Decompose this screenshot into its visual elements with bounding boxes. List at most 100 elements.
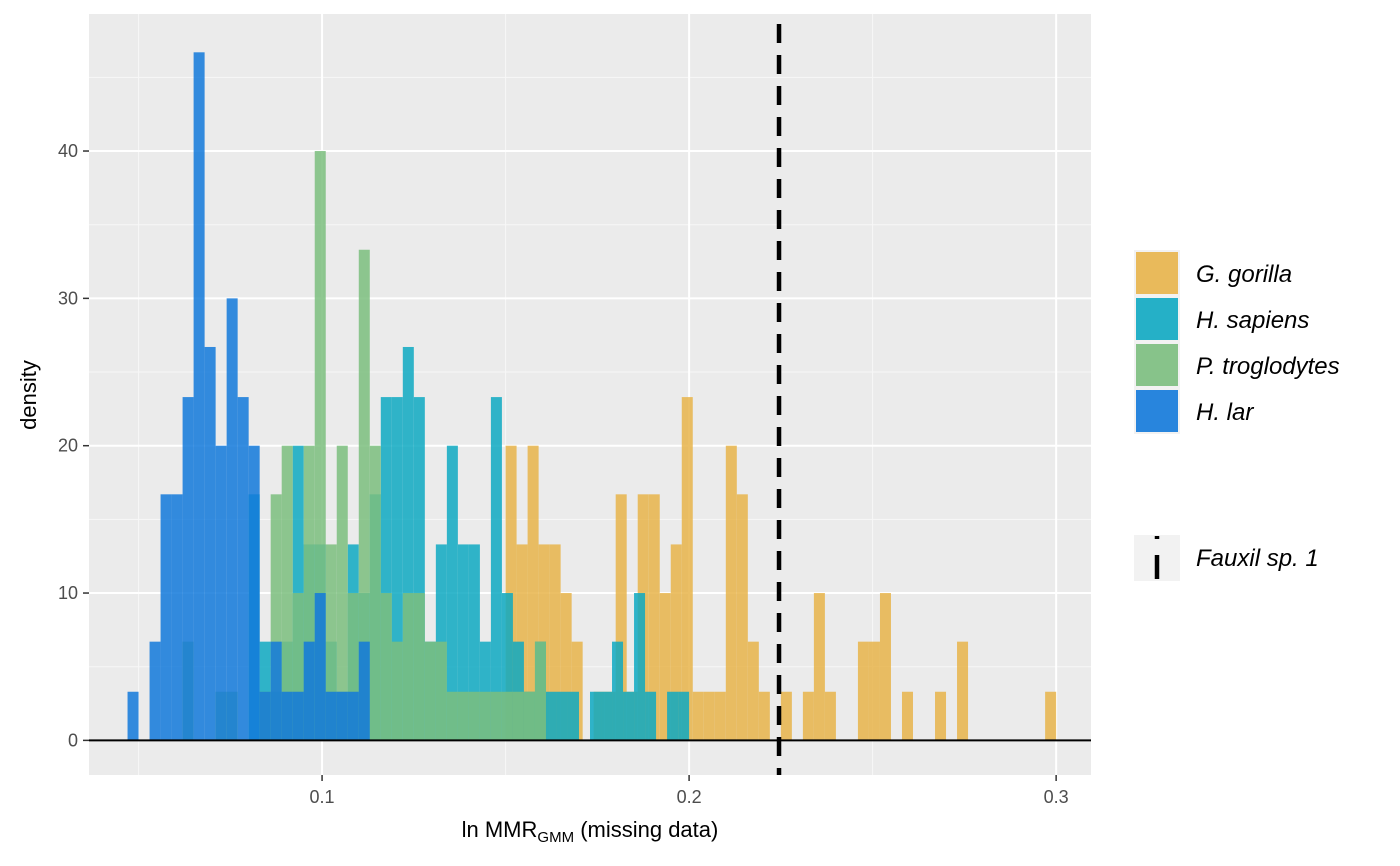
bar-g-gorilla [868, 641, 880, 741]
bar-h-sapiens [545, 691, 557, 741]
bar-h-lar [248, 445, 260, 741]
bar-h-sapiens [479, 641, 491, 741]
bar-g-gorilla [659, 593, 671, 741]
y-tick-label: 10 [58, 583, 78, 603]
bar-h-lar [127, 691, 139, 741]
legend-swatch-h-sapiens [1136, 298, 1178, 340]
x-axis: 0.1 0.2 0.3 [310, 775, 1069, 807]
bar-p-troglodytes [534, 641, 546, 741]
bar-g-gorilla [703, 691, 715, 741]
x-axis-title-main: ln MMR [462, 817, 538, 842]
bar-p-troglodytes [369, 445, 381, 741]
bar-p-troglodytes [270, 494, 282, 741]
bar-p-troglodytes [281, 445, 293, 741]
bar-p-troglodytes [457, 691, 469, 741]
bar-h-lar [182, 397, 194, 741]
y-axis-title: density [16, 360, 41, 430]
bar-h-sapiens [601, 691, 613, 741]
bar-g-gorilla [901, 691, 913, 741]
bar-g-gorilla [1045, 691, 1057, 741]
bar-g-gorilla [802, 691, 814, 741]
bar-p-troglodytes [380, 593, 392, 741]
bar-g-gorilla [813, 593, 825, 741]
bar-g-gorilla [648, 494, 660, 741]
bar-p-troglodytes [512, 691, 524, 741]
bar-g-gorilla [549, 544, 561, 741]
bar-p-troglodytes [358, 249, 370, 741]
bar-h-lar [204, 346, 216, 741]
bar-g-gorilla [527, 445, 539, 741]
legend-label-p-troglodytes: P. troglodytes [1196, 353, 1340, 380]
bar-h-sapiens [612, 641, 624, 741]
bar-h-lar [226, 298, 238, 741]
bar-h-sapiens [468, 544, 480, 741]
bar-g-gorilla [681, 397, 693, 741]
bar-g-gorilla [747, 641, 759, 741]
bar-p-troglodytes [424, 641, 436, 741]
bar-h-lar [314, 593, 326, 741]
bar-h-sapiens [634, 593, 646, 741]
bar-h-lar [325, 691, 337, 741]
legend-swatch-g-gorilla [1136, 252, 1178, 294]
y-axis: 0 10 20 30 40 [58, 141, 89, 750]
bar-h-sapiens [567, 691, 579, 741]
bar-h-lar [292, 691, 304, 741]
legend-reference-label: Fauxil sp. 1 [1196, 545, 1319, 572]
bar-g-gorilla [725, 445, 737, 741]
bar-h-lar [171, 494, 183, 741]
bar-h-lar [237, 397, 249, 741]
bar-h-sapiens [667, 691, 679, 741]
bar-g-gorilla [857, 641, 869, 741]
bar-g-gorilla [824, 691, 836, 741]
bar-p-troglodytes [347, 593, 359, 741]
bar-g-gorilla [571, 641, 583, 741]
bar-h-lar [270, 641, 282, 741]
bar-h-sapiens [590, 691, 602, 741]
bar-h-sapiens [413, 397, 425, 741]
bar-p-troglodytes [468, 691, 480, 741]
bar-h-sapiens [402, 346, 414, 741]
bar-h-lar [336, 691, 348, 741]
bar-p-troglodytes [490, 691, 502, 741]
bar-h-lar [149, 641, 161, 741]
bar-h-sapiens [512, 641, 524, 741]
bar-h-sapiens [501, 593, 513, 741]
legend-label-h-lar: H. lar [1196, 399, 1254, 426]
y-tick-label: 40 [58, 141, 78, 161]
bar-h-lar [160, 494, 172, 741]
bar-g-gorilla [879, 593, 891, 741]
bar-p-troglodytes [325, 544, 337, 741]
bar-h-sapiens [645, 691, 657, 741]
y-tick-label: 0 [68, 730, 78, 750]
bar-p-troglodytes [303, 445, 315, 741]
bar-g-gorilla [758, 691, 770, 741]
y-tick-label: 20 [58, 436, 78, 456]
bar-h-sapiens [391, 397, 403, 741]
bar-g-gorilla [615, 494, 627, 741]
bar-g-gorilla [736, 494, 748, 741]
x-tick-label: 0.1 [310, 787, 335, 807]
bar-h-sapiens [457, 544, 469, 741]
bar-p-troglodytes [435, 641, 447, 741]
bar-p-troglodytes [336, 445, 348, 741]
bar-h-sapiens [623, 691, 635, 741]
bar-h-sapiens [259, 641, 271, 741]
legend-label-g-gorilla: G. gorilla [1196, 261, 1292, 288]
x-axis-title-suffix: (missing data) [574, 817, 718, 842]
bar-g-gorilla [560, 593, 572, 741]
bar-p-troglodytes [413, 593, 425, 741]
bar-h-sapiens [556, 691, 568, 741]
bar-g-gorilla [692, 691, 704, 741]
legend-swatch-h-lar [1136, 390, 1178, 432]
bar-h-lar [358, 641, 370, 741]
bar-h-lar [215, 445, 227, 741]
x-tick-label: 0.2 [677, 787, 702, 807]
x-axis-title-subscript: GMM [537, 829, 574, 846]
bar-p-troglodytes [523, 691, 535, 741]
bar-p-troglodytes [501, 691, 513, 741]
bar-p-troglodytes [446, 691, 458, 741]
bar-g-gorilla [780, 691, 792, 741]
bar-g-gorilla [957, 641, 969, 741]
bar-p-troglodytes [402, 593, 414, 741]
x-tick-label: 0.3 [1044, 787, 1069, 807]
